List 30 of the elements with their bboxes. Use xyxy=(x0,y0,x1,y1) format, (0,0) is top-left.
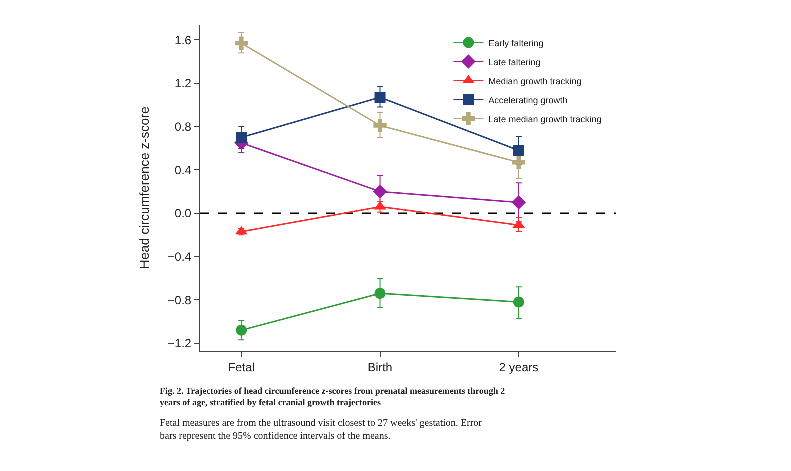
y-tick-label: 1.6 xyxy=(174,33,192,48)
point xyxy=(374,119,387,132)
x-tick-label: Birth xyxy=(368,360,393,374)
legend-label: Median growth tracking xyxy=(488,76,582,86)
y-axis-title: Head circumference z-score xyxy=(136,106,152,270)
point xyxy=(513,296,524,308)
point xyxy=(374,92,386,104)
y-tick-label: 0.8 xyxy=(174,120,192,134)
point xyxy=(374,288,386,300)
y-tick-label: 1.2 xyxy=(174,76,192,91)
text: Fetal measures are from the ultrasound visit closest to 27 weeks' gestation. Error bars represent the 95% confidence intervals of the means. xyxy=(160,418,483,442)
point xyxy=(512,195,526,210)
point xyxy=(512,156,526,170)
y-tick-label: 0.4 xyxy=(174,163,192,178)
caption: Fig. 2. Trajectories of head circumference z-scores from prenatal measurements through 2 years of age, stratified by fetal cranial growth trajectories xyxy=(160,386,506,408)
point xyxy=(236,324,248,336)
point xyxy=(235,36,248,50)
y-tick-label: −0.8 xyxy=(168,293,192,308)
x-tick-label: Fetal xyxy=(228,360,255,374)
y-tick-label: 0.0 xyxy=(174,206,192,221)
point xyxy=(236,132,248,144)
legend-label: Late faltering xyxy=(488,57,541,68)
point xyxy=(373,184,388,199)
legend-label: Accelerating growth xyxy=(488,95,568,106)
y-tick-label: −0.4 xyxy=(168,250,192,264)
x-tick-label: 2 years xyxy=(499,360,539,374)
legend-label: Late median growth tracking xyxy=(488,114,602,124)
point xyxy=(513,145,524,156)
y-tick-label: −1.2 xyxy=(168,336,192,351)
legend-label: Early faltering xyxy=(488,38,544,48)
